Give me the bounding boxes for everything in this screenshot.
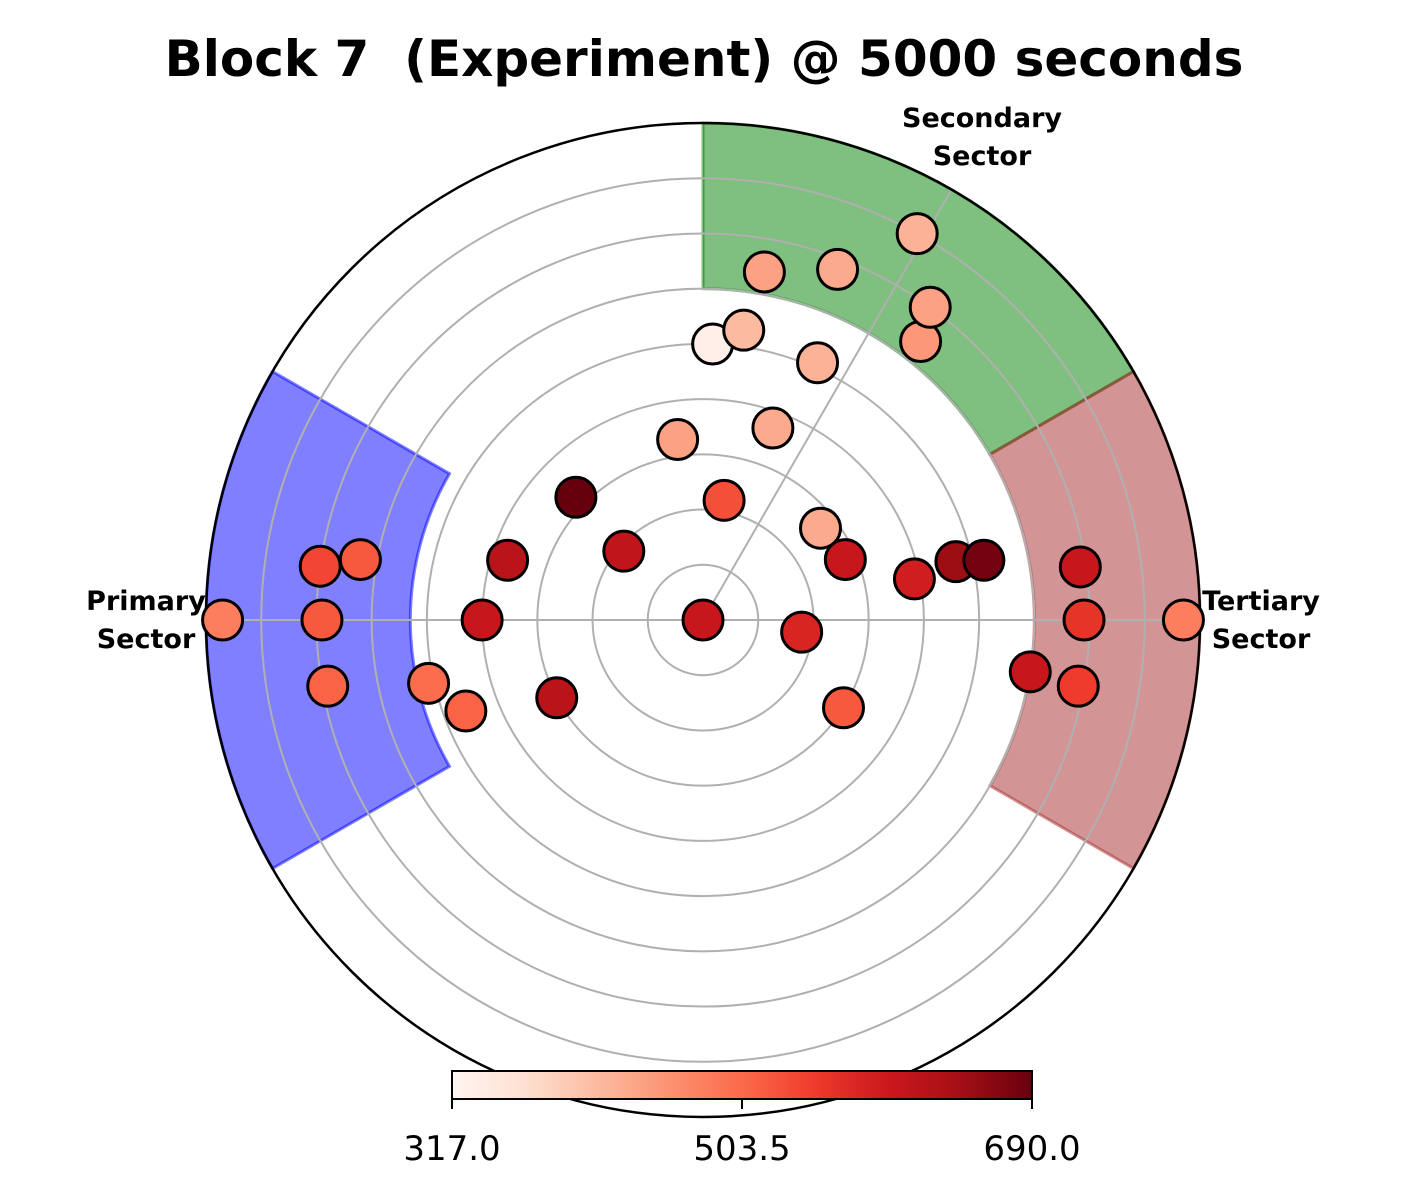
sector-layer — [204, 121, 1202, 871]
data-point — [798, 506, 842, 550]
data-point — [796, 341, 840, 385]
sector-label-line: Sector — [1212, 624, 1311, 655]
data-point — [892, 557, 936, 601]
data-point — [602, 529, 646, 573]
data-point — [1008, 650, 1052, 694]
point-layer — [201, 212, 1205, 733]
data-point — [656, 418, 700, 462]
colorbar-tick-label: 690.0 — [983, 1129, 1080, 1169]
data-point — [300, 598, 344, 642]
data-point — [444, 689, 488, 733]
sector-label-primary-sector: Primary Sector — [86, 586, 206, 655]
colorbar: 317.0 503.5 690.0 — [403, 1070, 1081, 1169]
sector-label-tertiary-sector: Tertiary Sector — [1202, 586, 1320, 655]
sector-label-layer: Primary Sector Secondary Sector Tertiary Sect… — [86, 103, 1320, 655]
data-point — [908, 285, 952, 329]
data-point — [486, 538, 530, 582]
data-point — [535, 676, 579, 720]
data-point — [962, 538, 1006, 582]
colorbar-gradient — [451, 1070, 1033, 1100]
chart-title: Block 7 (Experiment) @ 5000 seconds — [165, 30, 1244, 88]
data-point — [823, 538, 867, 582]
data-point — [1161, 598, 1205, 642]
data-point — [407, 661, 451, 705]
data-point — [821, 686, 865, 730]
data-point — [681, 598, 725, 642]
sector-label-secondary-sector: Secondary Sector — [902, 103, 1062, 172]
data-point — [895, 212, 939, 256]
colorbar-tick-label: 503.5 — [693, 1129, 790, 1169]
sector-label-line: Primary — [86, 586, 206, 617]
colorbar-tick-label: 317.0 — [403, 1129, 500, 1169]
data-point — [742, 250, 786, 294]
data-point — [306, 664, 350, 708]
sector-label-line: Secondary — [902, 103, 1062, 134]
sector-label-line: Tertiary — [1202, 586, 1320, 617]
sector-label-line: Sector — [97, 624, 196, 655]
data-point — [722, 308, 766, 352]
data-point — [201, 598, 245, 642]
data-point — [816, 247, 860, 291]
data-point — [1056, 664, 1100, 708]
data-point — [460, 598, 504, 642]
data-point — [554, 475, 598, 519]
data-point — [780, 610, 824, 654]
colorbar-ticks: 317.0 503.5 690.0 — [403, 1099, 1081, 1169]
grid-spoke — [702, 189, 953, 621]
data-point — [298, 544, 342, 588]
data-point — [1058, 545, 1102, 589]
data-point — [751, 406, 795, 450]
data-point — [338, 538, 382, 582]
sector-label-line: Sector — [933, 141, 1032, 172]
data-point — [702, 478, 746, 522]
data-point — [1062, 598, 1106, 642]
